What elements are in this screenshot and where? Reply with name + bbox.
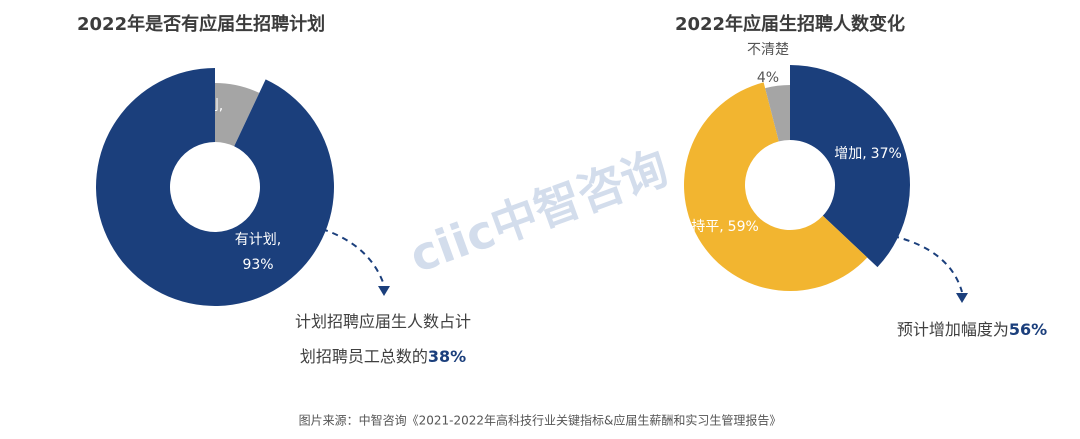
annotation-text: 计划招聘应届生人数占计	[295, 312, 471, 331]
chart-title: 2022年应届生招聘人数变化	[675, 13, 905, 35]
category-label: 持平,	[691, 219, 723, 235]
annotation-highlight: 56%	[1009, 320, 1047, 339]
category-label: 增加,	[834, 146, 866, 162]
annotation: 划招聘员工总数的38%	[300, 347, 466, 366]
category-label: 不清楚	[747, 42, 789, 58]
source: 图片来源：中智咨询《2021-2022年高科技行业关键指标&应届生薪酬和实习生管…	[299, 413, 782, 428]
arrow-line	[321, 228, 385, 286]
watermark: ciic中智咨询	[403, 140, 675, 283]
slice-label: 持平, 59%	[691, 219, 759, 235]
slice	[765, 85, 790, 142]
annotation-text: 划招聘员工总数的	[300, 347, 428, 366]
category-label: 有计划,	[235, 232, 281, 248]
slice	[215, 83, 260, 147]
value-label: 37%	[871, 146, 902, 162]
slice	[790, 65, 911, 268]
annotation-text: 预计增加幅度为	[897, 320, 1009, 339]
chart-title: 2022年是否有应届生招聘计划	[77, 13, 325, 35]
slice	[684, 82, 868, 291]
value-label: 4%	[757, 70, 779, 86]
value-label: 59%	[728, 219, 759, 235]
annotation: 计划招聘应届生人数占计	[295, 312, 471, 331]
annotation-highlight: 38%	[428, 347, 466, 366]
arrow-head	[378, 286, 390, 296]
slice	[95, 68, 335, 306]
value-label: 93%	[242, 257, 273, 273]
slice-label: 增加, 37%	[834, 146, 902, 162]
arrow-line	[892, 235, 963, 293]
arrow-head	[956, 293, 968, 303]
annotation: 预计增加幅度为56%	[897, 320, 1047, 339]
